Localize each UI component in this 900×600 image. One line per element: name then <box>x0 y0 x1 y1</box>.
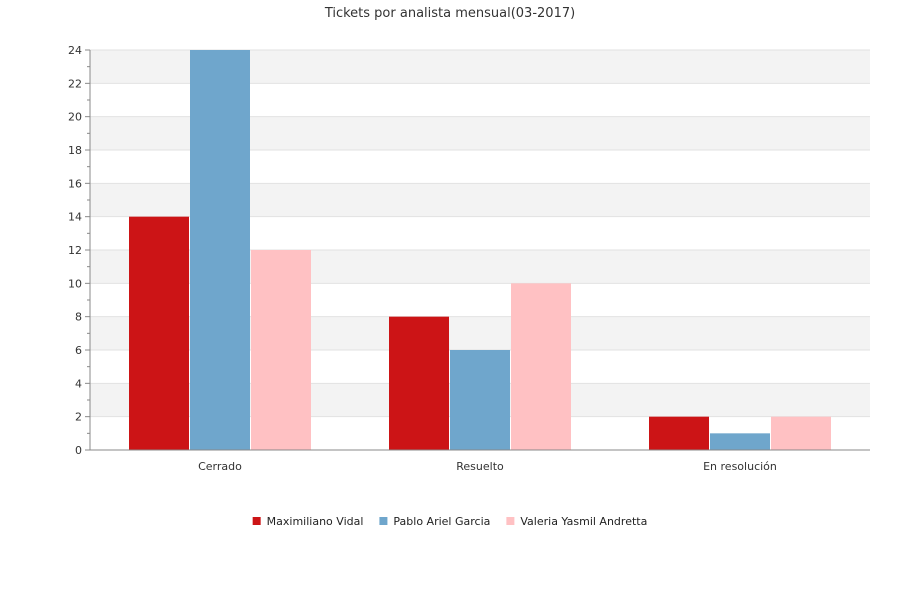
bars-group <box>129 50 831 450</box>
y-tick-label: 4 <box>75 377 82 390</box>
legend-item: Valeria Yasmil Andretta <box>506 515 647 528</box>
bar <box>129 216 189 450</box>
y-tick-label: 0 <box>75 444 82 457</box>
y-tick-label: 12 <box>68 244 82 257</box>
y-tick-label: 8 <box>75 311 82 324</box>
y-tick-label: 14 <box>68 211 82 224</box>
legend-swatch <box>252 517 261 525</box>
x-tick-label: En resolución <box>703 460 777 473</box>
bar <box>190 50 250 450</box>
bar <box>511 283 571 450</box>
y-tick-label: 20 <box>68 111 82 124</box>
y-tick-label: 16 <box>68 177 82 190</box>
legend: Maximiliano Vidal Pablo Ariel Garcia Valer… <box>252 515 647 528</box>
legend-label: Valeria Yasmil Andretta <box>520 515 647 528</box>
legend-label: Maximiliano Vidal <box>267 515 364 528</box>
bar <box>251 250 311 450</box>
bar <box>450 350 510 450</box>
legend-item: Pablo Ariel Garcia <box>379 515 490 528</box>
bar <box>710 433 770 450</box>
legend-item: Maximiliano Vidal <box>252 515 364 528</box>
bar <box>771 416 831 450</box>
bar <box>389 316 449 450</box>
y-tick-label: 2 <box>75 411 82 424</box>
y-tick-label: 24 <box>68 44 82 57</box>
x-tick-label: Cerrado <box>198 460 242 473</box>
y-tick-label: 22 <box>68 77 82 90</box>
y-tick-label: 18 <box>68 144 82 157</box>
x-tick-label: Resuelto <box>456 460 504 473</box>
y-tick-label: 6 <box>75 344 82 357</box>
y-tick-label: 10 <box>68 277 82 290</box>
bar <box>649 416 709 450</box>
legend-label: Pablo Ariel Garcia <box>393 515 490 528</box>
x-axis-labels: Cerrado Resuelto En resolución <box>198 460 777 473</box>
legend-swatch <box>506 517 515 525</box>
chart-title: Tickets por analista mensual(03-2017) <box>324 6 575 21</box>
legend-swatch <box>379 517 388 525</box>
